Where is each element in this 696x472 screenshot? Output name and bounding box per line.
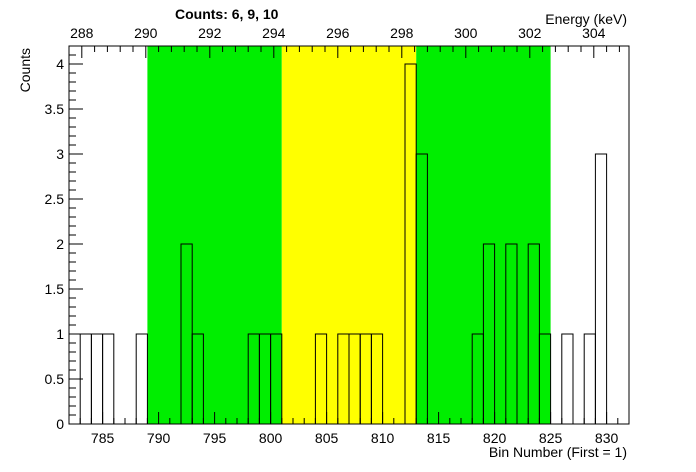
x-tick-label: 785 bbox=[91, 430, 115, 446]
x-tick-label: 830 bbox=[595, 430, 619, 446]
region-background-left bbox=[147, 46, 282, 424]
histogram-bin bbox=[135, 333, 148, 425]
x2-tick-label: 304 bbox=[582, 25, 606, 41]
histogram-bin bbox=[90, 333, 104, 425]
y-tick-label: 0 bbox=[56, 416, 64, 432]
y-axis-title: Counts bbox=[17, 48, 33, 92]
y-tick-label: 3.5 bbox=[45, 101, 65, 117]
x-tick-label: 795 bbox=[203, 430, 227, 446]
x-tick-label: 825 bbox=[539, 430, 563, 446]
y-tick-label: 1.5 bbox=[45, 281, 65, 297]
x-tick-label: 800 bbox=[259, 430, 283, 446]
x2-tick-label: 292 bbox=[198, 25, 222, 41]
y-tick-label: 0.5 bbox=[45, 371, 65, 387]
x-tick-label: 805 bbox=[315, 430, 339, 446]
x-axis-title: Bin Number (First = 1) bbox=[489, 444, 627, 460]
axes: 785 790 795 800 805 810 815 820 825 830 288 290 292 2… bbox=[45, 25, 630, 446]
counts-title: Counts: 6, 9, 10 bbox=[175, 6, 279, 22]
x2-tick-label: 298 bbox=[390, 25, 414, 41]
x2-tick-label: 294 bbox=[262, 25, 286, 41]
y-tick-label: 4 bbox=[56, 56, 64, 72]
histogram-bin bbox=[583, 333, 596, 425]
x-tick-label: 815 bbox=[427, 430, 451, 446]
histogram-bin bbox=[102, 333, 115, 425]
x2-tick-label: 290 bbox=[134, 25, 158, 41]
x2-tick-label: 300 bbox=[454, 25, 478, 41]
histogram-bin bbox=[561, 333, 574, 425]
x-tick-label: 820 bbox=[483, 430, 507, 446]
x2-axis-title: Energy (keV) bbox=[545, 11, 627, 27]
shaded-regions bbox=[147, 46, 551, 424]
y-tick-label: 2.5 bbox=[45, 191, 65, 207]
y-tick-label: 1 bbox=[56, 326, 64, 342]
y-tick-label: 2 bbox=[56, 236, 64, 252]
x2-tick-label: 288 bbox=[70, 25, 94, 41]
histogram-bin bbox=[594, 153, 608, 425]
x2-tick-label: 296 bbox=[326, 25, 350, 41]
x-tick-label: 790 bbox=[147, 430, 171, 446]
y-tick-label: 3 bbox=[56, 146, 64, 162]
x2-tick-label: 302 bbox=[518, 25, 542, 41]
x-tick-label: 810 bbox=[371, 430, 395, 446]
